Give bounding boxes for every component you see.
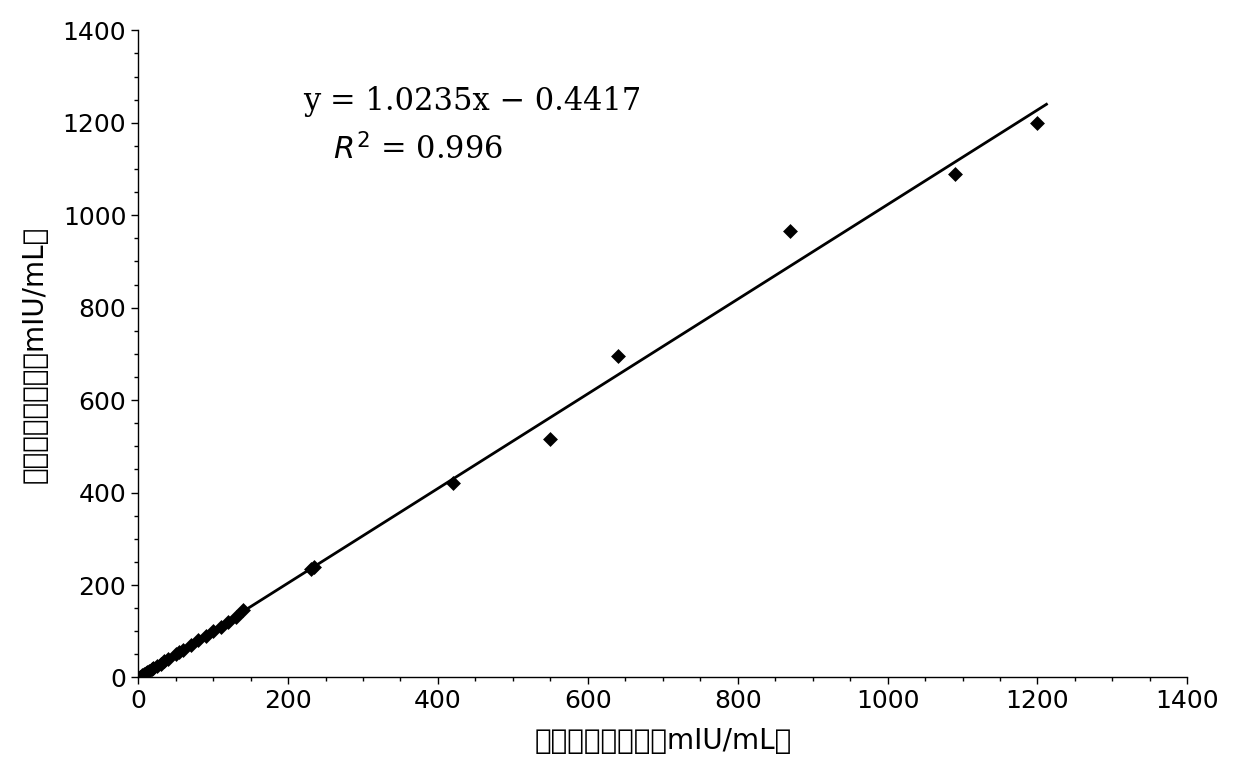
Point [138, 666, 157, 678]
Point [174, 643, 193, 656]
Point [135, 667, 155, 679]
Point [443, 477, 463, 490]
Point [130, 670, 150, 683]
Point [233, 605, 253, 617]
Point [148, 660, 167, 672]
Point [196, 629, 216, 642]
Point [188, 634, 208, 646]
Point [131, 669, 151, 681]
Point [151, 657, 171, 670]
Point [181, 639, 201, 651]
Point [134, 667, 154, 680]
Point [608, 350, 627, 362]
Point [170, 646, 190, 658]
Point [155, 655, 175, 667]
Point [300, 563, 320, 575]
X-axis label: 常规法检测结果（mIU/mL）: 常规法检测结果（mIU/mL） [534, 727, 791, 755]
Point [1028, 116, 1048, 129]
Point [159, 653, 179, 665]
Text: y = 1.0235x − 0.4417: y = 1.0235x − 0.4417 [303, 86, 641, 117]
Point [144, 662, 164, 674]
Point [304, 560, 324, 573]
Point [226, 611, 246, 624]
Point [211, 621, 231, 633]
Y-axis label: 改良法检测结果（mIU/mL）: 改良法检测结果（mIU/mL） [21, 225, 48, 483]
Point [141, 663, 161, 675]
Point [780, 225, 800, 237]
Point [218, 616, 238, 629]
Point [541, 433, 560, 445]
Point [166, 648, 186, 660]
Point [945, 168, 965, 180]
Point [139, 664, 159, 677]
Point [203, 625, 223, 637]
Text: $R^2$ = 0.996: $R^2$ = 0.996 [334, 134, 503, 167]
